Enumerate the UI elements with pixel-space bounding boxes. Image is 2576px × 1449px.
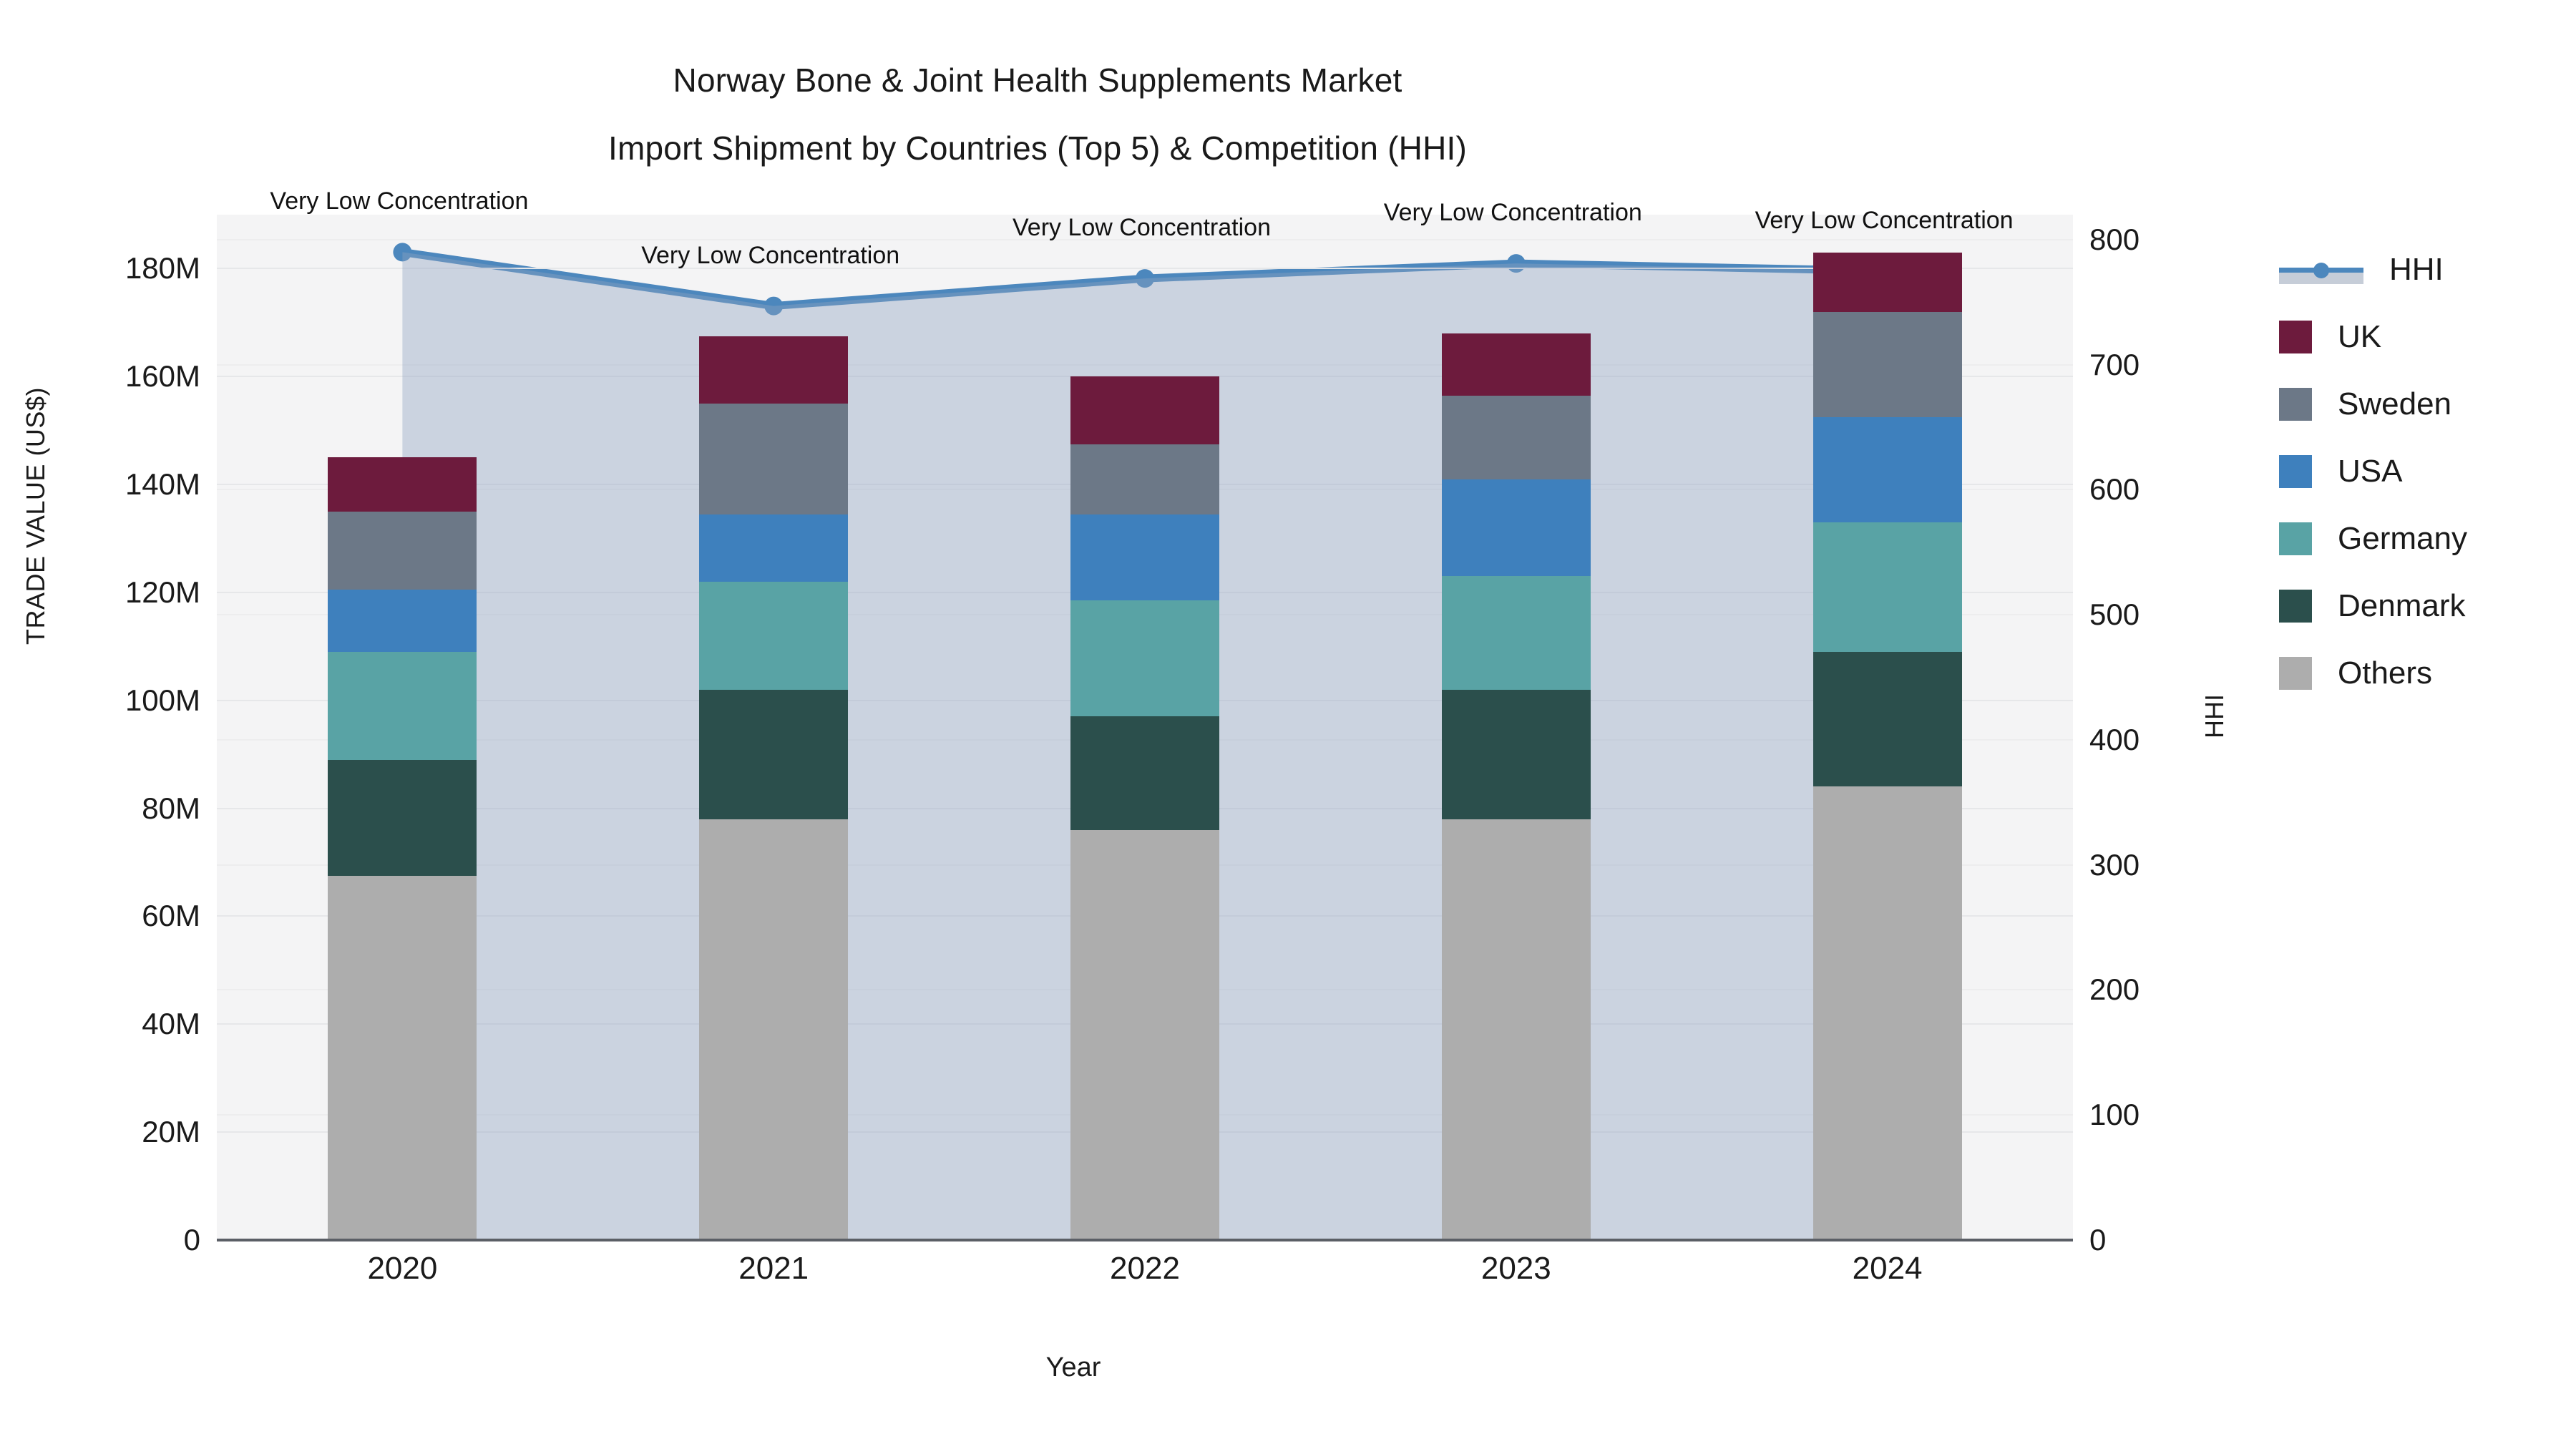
bar-2022[interactable] [1070,215,1219,1240]
bar-segment-usa-2024[interactable] [1813,416,1962,522]
bar-segment-denmark-2021[interactable] [699,689,849,819]
bar-segment-germany-2024[interactable] [1813,522,1962,652]
bar-2021[interactable] [699,215,849,1240]
bar-segment-others-2022[interactable] [1070,829,1219,1240]
gridline-left [217,376,2073,378]
y-left-tick-180M: 180M [125,251,200,286]
legend-item-sweden[interactable]: Sweden [2279,371,2467,438]
bar-segment-uk-2020[interactable] [328,457,477,512]
bar-segment-germany-2022[interactable] [1070,600,1219,717]
y-left-tick-20M: 20M [142,1115,200,1149]
hhi-line-series [217,215,2073,1240]
annotation-2020: Very Low Concentration [270,187,529,215]
legend-label-denmark: Denmark [2338,588,2466,623]
bar-segment-sweden-2023[interactable] [1441,395,1591,479]
bar-segment-denmark-2024[interactable] [1813,651,1962,787]
y-right-tick-0: 0 [2089,1223,2107,1257]
legend-item-uk[interactable]: UK [2279,303,2467,371]
bar-segment-uk-2021[interactable] [699,336,849,404]
bar-2020[interactable] [328,215,477,1240]
bar-2024[interactable] [1813,215,1962,1240]
legend-item-hhi[interactable]: HHI [2279,236,2467,303]
annotation-2023: Very Low Concentration [1383,199,1642,227]
x-tick-2024: 2024 [1852,1251,1923,1286]
annotation-2024: Very Low Concentration [1755,206,2014,234]
bar-segment-sweden-2024[interactable] [1813,311,1962,417]
gridline-right [217,238,2073,240]
legend-label-others: Others [2338,655,2433,691]
legend-item-denmark[interactable]: Denmark [2279,572,2467,640]
x-axis-label: Year [1045,1352,1101,1382]
legend: HHI UK Sweden USA Germany Denmark Others [2279,236,2467,707]
y-right-tick-300: 300 [2089,847,2140,882]
legend-swatch-germany [2279,522,2312,555]
bar-segment-sweden-2020[interactable] [328,511,477,590]
bar-segment-germany-2020[interactable] [328,651,477,760]
x-tick-2021: 2021 [738,1251,809,1286]
annotation-2022: Very Low Concentration [1013,214,1271,242]
bar-segment-usa-2021[interactable] [699,514,849,582]
plot-area: Very Low Concentration Very Low Concentra… [217,187,2073,1241]
x-tick-2020: 2020 [367,1251,438,1286]
y-right-tick-700: 700 [2089,347,2140,381]
legend-swatch-sweden [2279,388,2312,421]
y-axis-left-label: TRADE VALUE (US$) [21,387,50,645]
y-axis-right-label: HHI [2200,694,2229,738]
bar-segment-denmark-2023[interactable] [1441,689,1591,819]
y-right-tick-800: 800 [2089,222,2140,256]
legend-label-sweden: Sweden [2338,386,2452,421]
bar-segment-germany-2021[interactable] [699,581,849,690]
y-right-tick-200: 200 [2089,972,2140,1007]
y-left-tick-0: 0 [183,1223,200,1257]
bar-segment-germany-2023[interactable] [1441,576,1591,690]
legend-item-others[interactable]: Others [2279,640,2467,707]
x-axis-line [217,1239,2073,1241]
bar-segment-others-2023[interactable] [1441,819,1591,1240]
annotation-2021: Very Low Concentration [641,241,900,269]
legend-swatch-usa [2279,455,2312,488]
y-left-tick-40M: 40M [142,1007,200,1041]
legend-swatch-uk [2279,321,2312,353]
bar-segment-others-2024[interactable] [1813,786,1962,1240]
y-right-tick-400: 400 [2089,722,2140,756]
legend-swatch-denmark [2279,590,2312,623]
chart-title-line1: Norway Bone & Joint Health Supplements M… [673,62,1402,99]
y-left-tick-80M: 80M [142,791,200,825]
gridline-left [217,268,2073,270]
y-left-tick-60M: 60M [142,899,200,933]
legend-swatch-others [2279,657,2312,690]
y-left-tick-120M: 120M [125,575,200,609]
y-left-tick-100M: 100M [125,683,200,717]
legend-label-germany: Germany [2338,521,2467,556]
bar-segment-usa-2022[interactable] [1070,514,1219,601]
legend-label-hhi: HHI [2389,252,2444,287]
bar-segment-uk-2022[interactable] [1070,376,1219,444]
y-left-tick-160M: 160M [125,359,200,394]
bar-segment-sweden-2021[interactable] [699,403,849,514]
bar-segment-others-2020[interactable] [328,875,477,1240]
hhi-line-icon [2279,253,2363,286]
y-right-tick-600: 600 [2089,472,2140,507]
x-tick-2022: 2022 [1110,1251,1180,1286]
legend-item-germany[interactable]: Germany [2279,505,2467,572]
bar-segment-uk-2024[interactable] [1813,252,1962,312]
bar-segment-denmark-2020[interactable] [328,759,477,876]
bar-segment-usa-2023[interactable] [1441,479,1591,577]
y-right-tick-100: 100 [2089,1098,2140,1132]
gridline-right [217,364,2073,366]
y-right-tick-500: 500 [2089,597,2140,632]
y-left-tick-140M: 140M [125,467,200,502]
bar-segment-sweden-2022[interactable] [1070,444,1219,514]
x-tick-2023: 2023 [1480,1251,1551,1286]
chart-subtitle-line2: Import Shipment by Countries (Top 5) & C… [608,130,1467,167]
legend-label-usa: USA [2338,454,2403,489]
bar-segment-others-2021[interactable] [699,819,849,1240]
bar-segment-uk-2023[interactable] [1441,333,1591,396]
legend-item-usa[interactable]: USA [2279,438,2467,505]
bar-2023[interactable] [1441,215,1591,1240]
bar-segment-usa-2020[interactable] [328,590,477,652]
bar-segment-denmark-2022[interactable] [1070,716,1219,830]
legend-label-uk: UK [2338,319,2382,354]
